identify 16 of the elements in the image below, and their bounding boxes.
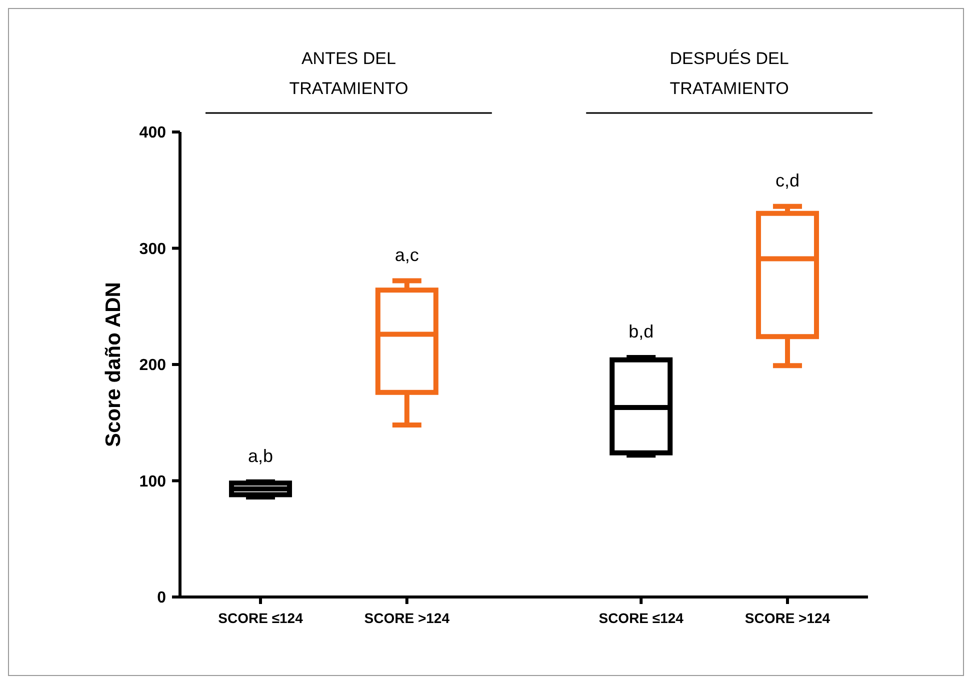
y-tick-label: 0	[157, 590, 166, 607]
y-tick-label: 200	[139, 357, 166, 374]
text: DESPUÉS DEL TRATAMIENTO	[670, 49, 789, 98]
x-tick-label: SCORE >124	[744, 610, 830, 626]
annotation: b,d	[628, 322, 654, 342]
y-axis-title: Score daño ADN	[102, 282, 125, 447]
y-tick-label: 100	[139, 473, 166, 490]
annotation: a,c	[394, 244, 419, 265]
x-tick-label: SCORE ≤124	[598, 610, 684, 626]
y-tick-label: 400	[139, 124, 166, 142]
annotation: c,d	[775, 170, 800, 190]
y-tick-label: 300	[139, 240, 166, 258]
annotation: a,b	[248, 446, 274, 466]
x-tick-label: SCORE ≤124	[218, 610, 304, 626]
x-tick-label: SCORE >124	[364, 610, 450, 626]
text: ANTES DEL TRATAMIENTO	[289, 49, 408, 98]
